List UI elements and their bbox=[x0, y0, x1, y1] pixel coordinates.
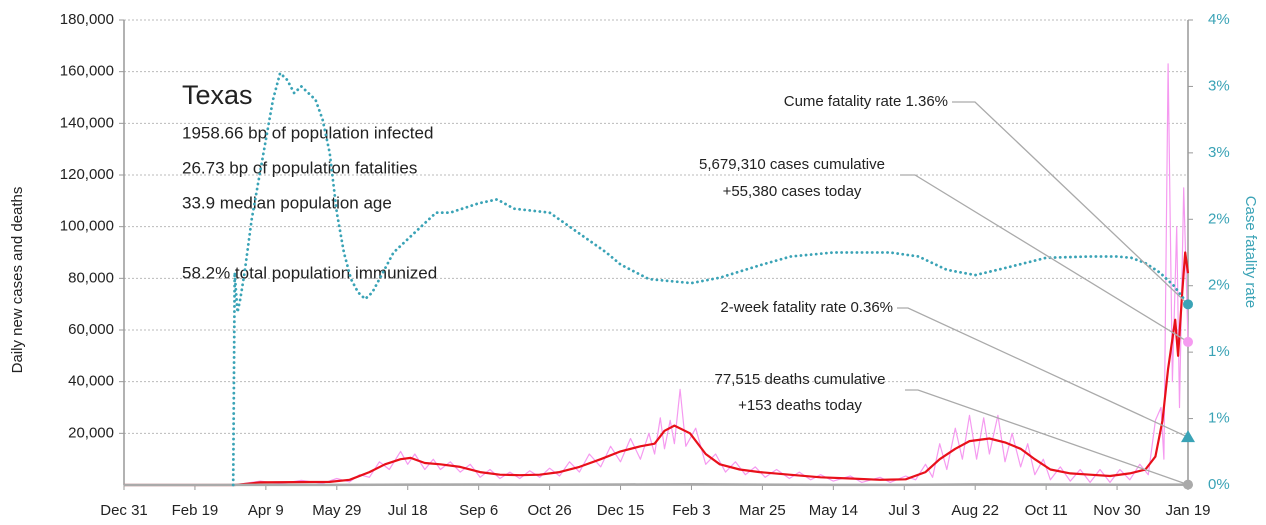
leader-line bbox=[952, 101, 1189, 305]
x-tick-label: Dec 31 bbox=[100, 502, 148, 519]
x-tick-label: Feb 19 bbox=[172, 502, 219, 519]
x-tick-label: Mar 25 bbox=[739, 502, 786, 519]
annotation-text: 77,515 deaths cumulative bbox=[715, 371, 886, 388]
info-title: Texas bbox=[182, 80, 253, 110]
y2-tick-label: 0% bbox=[1208, 476, 1230, 493]
annotation-text: +153 deaths today bbox=[738, 397, 862, 414]
end-marker bbox=[1181, 430, 1195, 443]
y2-tick-label: 2% bbox=[1208, 210, 1230, 227]
x-tick-label: Jul 18 bbox=[388, 502, 428, 519]
y2-tick-label: 2% bbox=[1208, 277, 1230, 294]
y2-tick-label: 1% bbox=[1208, 343, 1230, 360]
x-tick-label: May 29 bbox=[312, 502, 361, 519]
annotation-text: +55,380 cases today bbox=[723, 183, 862, 200]
x-tick-label: Sep 6 bbox=[459, 502, 498, 519]
x-tick-label: Oct 26 bbox=[528, 502, 572, 519]
end-marker bbox=[1183, 336, 1193, 347]
x-tick-label: Oct 11 bbox=[1025, 502, 1068, 519]
x-tick-label: Apr 9 bbox=[248, 502, 284, 519]
info-line: 1958.66 bp of population infected bbox=[182, 123, 433, 142]
leader-line bbox=[897, 307, 1189, 438]
leader-line bbox=[900, 174, 1189, 343]
y-tick-label: 20,000 bbox=[68, 424, 114, 441]
series-line bbox=[124, 482, 1189, 487]
y2-tick-label: 1% bbox=[1208, 410, 1230, 427]
y-tick-label: 100,000 bbox=[60, 218, 114, 235]
info-line: 26.73 bp of population fatalities bbox=[182, 158, 417, 177]
annotation-text: 5,679,310 cases cumulative bbox=[699, 156, 885, 173]
info-line: 58.2% total population immunized bbox=[182, 263, 437, 282]
end-marker bbox=[1183, 299, 1193, 310]
series-line bbox=[231, 71, 1190, 487]
x-tick-label: Feb 3 bbox=[672, 502, 710, 519]
x-tick-label: Jan 19 bbox=[1165, 502, 1210, 519]
leader-line bbox=[905, 389, 1189, 486]
y-axis-label: Daily new cases and deaths bbox=[9, 187, 26, 374]
x-tick-label: Aug 22 bbox=[951, 502, 999, 519]
y-tick-label: 40,000 bbox=[68, 373, 114, 390]
y-tick-label: 60,000 bbox=[68, 321, 114, 338]
y-tick-label: 80,000 bbox=[68, 269, 114, 286]
x-tick-label: Dec 15 bbox=[597, 502, 645, 519]
y2-tick-label: 4% bbox=[1208, 11, 1230, 28]
y-tick-label: 160,000 bbox=[60, 63, 114, 80]
series-line bbox=[124, 63, 1189, 486]
series-line bbox=[124, 251, 1190, 487]
y2-tick-label: 3% bbox=[1208, 144, 1230, 161]
y2-axis-label: Case fatality rate bbox=[1242, 196, 1259, 309]
info-line: 33.9 median population age bbox=[182, 193, 392, 212]
x-tick-label: Jul 3 bbox=[888, 502, 920, 519]
x-tick-label: May 14 bbox=[809, 502, 858, 519]
y-tick-label: 120,000 bbox=[60, 166, 114, 183]
y-tick-label: 180,000 bbox=[60, 11, 114, 28]
annotation-text: Cume fatality rate 1.36% bbox=[784, 93, 948, 110]
y2-tick-label: 3% bbox=[1208, 77, 1230, 94]
end-marker bbox=[1183, 479, 1193, 490]
y-tick-label: 140,000 bbox=[60, 114, 114, 131]
annotation-text: 2-week fatality rate 0.36% bbox=[720, 299, 893, 316]
x-tick-label: Nov 30 bbox=[1093, 502, 1141, 519]
